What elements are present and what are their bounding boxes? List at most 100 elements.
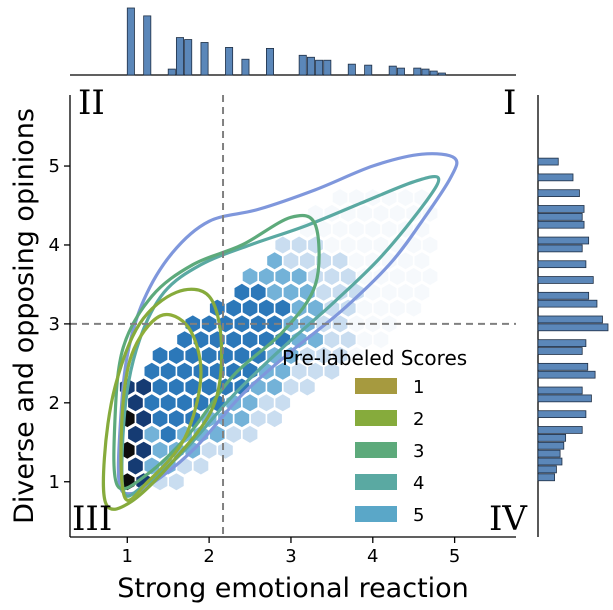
hexbin-cell xyxy=(275,394,291,412)
hexbin-cell xyxy=(357,331,372,349)
x-marginal-bar xyxy=(396,67,405,76)
hexbin-cell xyxy=(218,315,233,333)
y-marginal-bar xyxy=(537,173,574,182)
hexbin-cell xyxy=(267,410,282,428)
x-marginal-bar xyxy=(184,39,193,76)
hexbin-cell xyxy=(422,268,438,285)
y-marginal-bar xyxy=(537,433,567,442)
hexbin-cell xyxy=(332,283,348,301)
hexbin-cell xyxy=(324,268,340,285)
hexbin-cell xyxy=(283,283,299,301)
y-marginal-bar xyxy=(537,299,598,308)
hexbin-cell xyxy=(275,268,291,285)
y-axis-label: Diverse and opposing opinions xyxy=(9,108,40,524)
y-marginal-bar xyxy=(537,276,594,284)
hexbin-cell xyxy=(128,425,143,443)
y-marginal-bar xyxy=(537,465,557,474)
hexbin-cell xyxy=(152,347,168,364)
hexbin-cell xyxy=(349,347,364,364)
hexbin-cell xyxy=(365,220,381,238)
hexbin-cell xyxy=(250,283,266,301)
hexbin-cell xyxy=(324,299,340,317)
hexbin-cell xyxy=(414,252,430,270)
x-marginal-histogram xyxy=(70,7,516,76)
hexbin-cell xyxy=(177,362,192,380)
legend-label-3: 3 xyxy=(413,441,424,462)
hexbin-cell xyxy=(218,441,233,459)
hexbin-cell xyxy=(373,331,389,349)
hexbin-cell xyxy=(357,236,372,254)
x-tick-label: 2 xyxy=(203,546,214,567)
y-marginal-bar xyxy=(537,410,587,419)
y-marginal-bar xyxy=(537,260,587,269)
x-marginal-bar xyxy=(421,68,430,76)
hexbin-cell xyxy=(340,268,356,285)
x-marginal-bar xyxy=(175,37,184,76)
hexbin-cell xyxy=(160,394,176,412)
x-tick-label: 3 xyxy=(285,546,296,567)
hexbin-cell xyxy=(267,283,282,301)
hexbin-cell xyxy=(316,220,331,238)
hexbin-cell xyxy=(242,394,258,412)
hexbin-cell xyxy=(357,268,372,285)
hexbin-cell xyxy=(324,362,340,380)
y-marginal-bar xyxy=(537,394,592,403)
y-marginal-bar xyxy=(537,157,559,166)
hexbin-cell xyxy=(308,236,323,254)
quadrant-label-bottom-right: IV xyxy=(489,499,528,539)
hexbin-cell xyxy=(242,425,258,443)
x-marginal-bar xyxy=(200,42,209,76)
hexbin-cell xyxy=(357,299,372,317)
hexbin-cell xyxy=(250,410,266,428)
y-marginal-bar xyxy=(537,205,585,213)
hexbin-cell xyxy=(152,410,168,428)
hexbin-cell xyxy=(259,299,274,317)
hexbin-cell xyxy=(291,268,307,285)
hexbin-cell xyxy=(406,299,422,317)
hexbin-cell xyxy=(381,283,397,301)
hexbin-cell xyxy=(291,299,307,317)
y-marginal-bar xyxy=(537,212,583,221)
hexbin-cell xyxy=(332,252,348,270)
hexbin-cell xyxy=(381,315,397,333)
hexbin-cell xyxy=(201,378,217,396)
hexbin-cell xyxy=(144,425,160,443)
x-marginal-bar xyxy=(429,70,438,76)
hexbin-cell xyxy=(340,236,356,254)
kde-contour-score-5 xyxy=(116,152,459,496)
hexbin-cell xyxy=(340,331,356,349)
legend-swatch-5 xyxy=(355,506,397,522)
hexbin-cell xyxy=(152,378,168,396)
x-marginal-bar xyxy=(306,56,315,76)
hexbin-cell xyxy=(242,331,258,349)
x-marginal-bar xyxy=(126,7,135,76)
hexbin-cell xyxy=(259,394,274,412)
hexbin-cell xyxy=(390,204,405,222)
hexbin-cell xyxy=(390,268,405,285)
y-marginal-bar xyxy=(537,449,561,458)
legend-title: Pre-labeled Scores xyxy=(282,346,467,370)
legend-label-4: 4 xyxy=(413,473,424,494)
y-marginal-bar xyxy=(537,291,590,300)
hexbin-cell xyxy=(242,268,258,285)
x-marginal-bar xyxy=(266,47,274,76)
x-marginal-bar xyxy=(298,54,307,76)
y-marginal-bar xyxy=(537,457,563,466)
x-marginal-bar xyxy=(347,63,356,76)
hexbin-cell xyxy=(291,236,307,254)
hexbin-cell xyxy=(259,268,274,285)
y-tick-label: 1 xyxy=(49,472,60,493)
x-marginal-bar xyxy=(413,67,422,76)
hexbin-cell xyxy=(381,252,397,270)
hexbin-cell xyxy=(275,299,291,317)
hexbin-cell xyxy=(373,299,389,317)
hexbin-cell xyxy=(398,283,413,301)
hexbin-cell xyxy=(324,236,340,254)
hexbin-cell xyxy=(283,252,299,270)
hexbin-cell xyxy=(193,457,209,475)
y-tick-label: 3 xyxy=(49,314,60,335)
legend-swatch-4 xyxy=(355,474,397,490)
hexbin-cell xyxy=(136,378,151,396)
hexbin-cell xyxy=(365,283,381,301)
hexbin-cell xyxy=(209,425,225,443)
